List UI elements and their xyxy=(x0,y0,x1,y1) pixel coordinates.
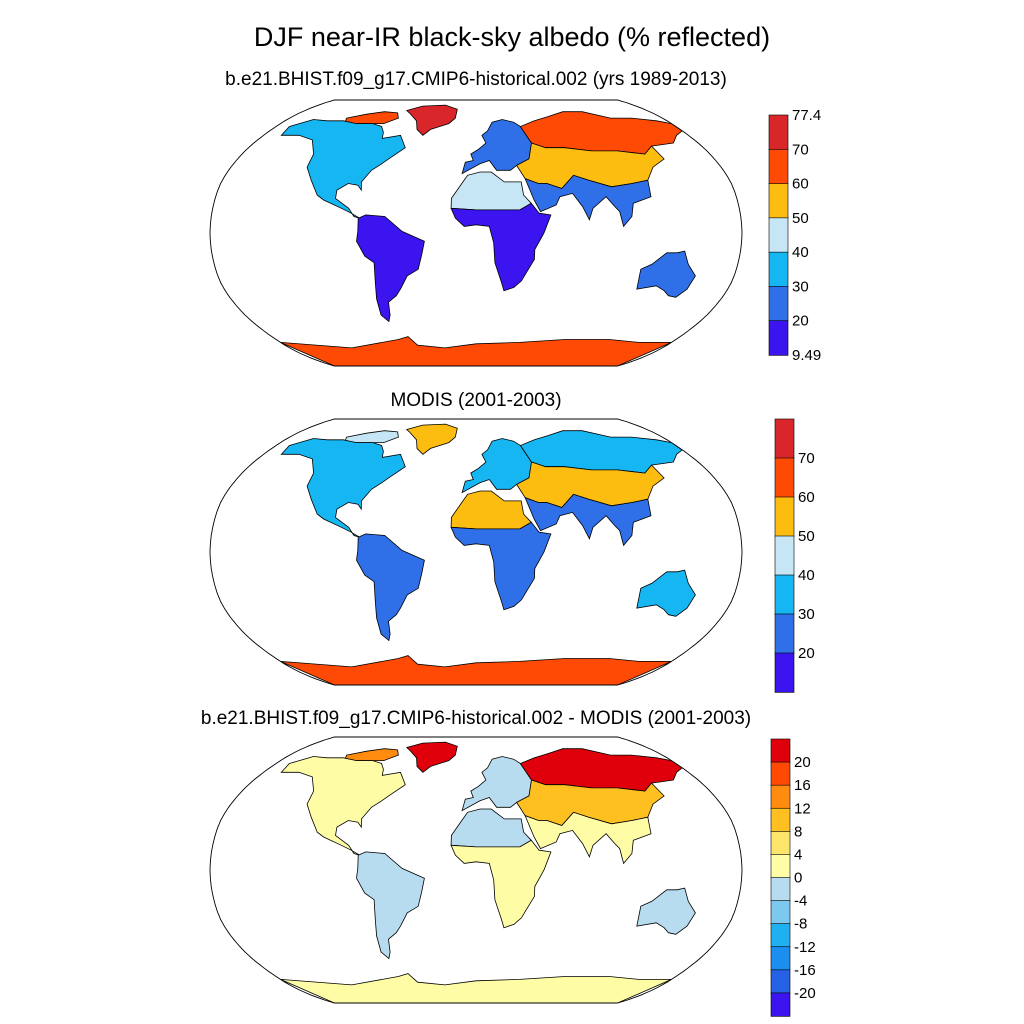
region-north-america xyxy=(280,756,406,856)
colorbar-tick-label: 50 xyxy=(798,528,815,545)
colorbar-bin xyxy=(770,854,791,879)
panel-3-title: b.e21.BHIST.f09_g17.CMIP6-historical.002… xyxy=(200,708,752,729)
colorbar-bin xyxy=(768,251,789,288)
region-australia xyxy=(636,250,696,298)
colorbar-bin xyxy=(770,877,791,902)
colorbar-bin xyxy=(768,320,789,356)
colorbar-tick-label: 8 xyxy=(794,823,802,840)
region-europe xyxy=(461,438,532,494)
colorbar-tick-label: 20 xyxy=(792,313,809,330)
colorbar-tick-label: 40 xyxy=(792,244,809,261)
region-south-asia xyxy=(524,493,652,547)
colorbar-bin xyxy=(768,286,789,322)
colorbar-bin xyxy=(774,574,795,615)
region-australia xyxy=(636,887,696,935)
colorbar-tick-label: 30 xyxy=(798,606,815,623)
region-south-america xyxy=(356,851,425,960)
colorbar-tick-label: 60 xyxy=(798,489,815,506)
colorbar-bin xyxy=(774,457,795,498)
region-central-africa xyxy=(450,521,552,611)
colorbar-bin xyxy=(770,738,791,763)
map-frame xyxy=(209,736,743,1004)
region-south-asia xyxy=(524,811,652,865)
colorbar-tick-label: 9.49 xyxy=(792,347,821,364)
colorbar-bin xyxy=(770,946,791,971)
region-greenland xyxy=(405,423,458,455)
region-central-africa xyxy=(450,839,552,929)
colorbar-bin xyxy=(770,969,791,994)
colorbar-tick-label: -20 xyxy=(794,985,816,1002)
region-south-asia xyxy=(524,174,652,228)
colorbar-tick-label: 0 xyxy=(794,870,802,887)
colorbar-tick-label: 70 xyxy=(792,141,809,158)
colorbar-tick-label: -8 xyxy=(794,916,807,933)
colorbar-tick-label: 12 xyxy=(794,800,811,817)
colorbar-bin xyxy=(770,784,791,809)
colorbar-bin xyxy=(774,496,795,537)
region-south-america xyxy=(356,533,425,642)
colorbar-tick-label: -16 xyxy=(794,962,816,979)
colorbar-bin xyxy=(770,923,791,948)
colorbar-bin xyxy=(768,114,789,150)
region-europe xyxy=(461,756,532,812)
region-north-america xyxy=(280,119,406,219)
colorbar-bin xyxy=(770,831,791,856)
region-europe xyxy=(461,119,532,175)
region-greenland xyxy=(405,104,458,136)
colorbar-tick-label: 30 xyxy=(792,278,809,295)
map-panel-3 xyxy=(209,736,743,1004)
panel-1-title: b.e21.BHIST.f09_g17.CMIP6-historical.002… xyxy=(225,69,727,90)
region-australia xyxy=(636,569,696,617)
colorbar-tick-label: 77.4 xyxy=(792,107,821,124)
colorbar-bin xyxy=(768,217,789,253)
colorbar-2: 70 60 50 40 30 20 xyxy=(774,418,815,693)
colorbar-bin xyxy=(770,807,791,833)
region-south-america xyxy=(356,214,425,323)
colorbar-tick-label: 40 xyxy=(798,567,815,584)
colorbar-bin xyxy=(770,992,791,1017)
figure-title: DJF near-IR black-sky albedo (% reflecte… xyxy=(253,22,771,52)
colorbar-bin xyxy=(770,761,791,786)
colorbar-tick-label: 20 xyxy=(798,645,815,662)
colorbar-tick-label: -12 xyxy=(794,939,816,956)
colorbar-tick-label: 20 xyxy=(794,754,811,771)
colorbar-bin xyxy=(774,418,795,459)
region-antarctica xyxy=(280,655,672,685)
map-panel-2 xyxy=(209,418,743,686)
colorbar-bin xyxy=(774,613,795,654)
region-antarctica xyxy=(280,336,672,366)
colorbar-tick-label: 70 xyxy=(798,450,815,467)
region-antarctica xyxy=(280,973,672,1003)
colorbar-3: 20 16 12 8 4 0 -4 -8 -12 -16 -20 xyxy=(770,738,816,1017)
colorbar-bin xyxy=(774,535,795,576)
panel-2-title: MODIS (2001-2003) xyxy=(390,390,562,411)
colorbar-1: 77.4 70 60 50 40 30 20 9.49 xyxy=(768,107,821,364)
region-central-africa xyxy=(450,202,552,292)
colorbar-bin xyxy=(770,900,791,925)
colorbar-tick-label: 60 xyxy=(792,176,809,193)
region-north-america xyxy=(280,438,406,538)
colorbar-bin xyxy=(768,183,789,219)
colorbar-bin xyxy=(774,652,795,693)
colorbar-tick-label: -4 xyxy=(794,893,807,910)
colorbar-tick-label: 16 xyxy=(794,777,811,794)
region-greenland xyxy=(405,741,458,773)
colorbar-bin xyxy=(768,148,789,185)
map-panel-1 xyxy=(209,99,743,367)
map-frame xyxy=(209,418,743,686)
colorbar-tick-label: 50 xyxy=(792,210,809,227)
colorbar-tick-label: 4 xyxy=(794,846,802,863)
map-frame xyxy=(209,99,743,367)
